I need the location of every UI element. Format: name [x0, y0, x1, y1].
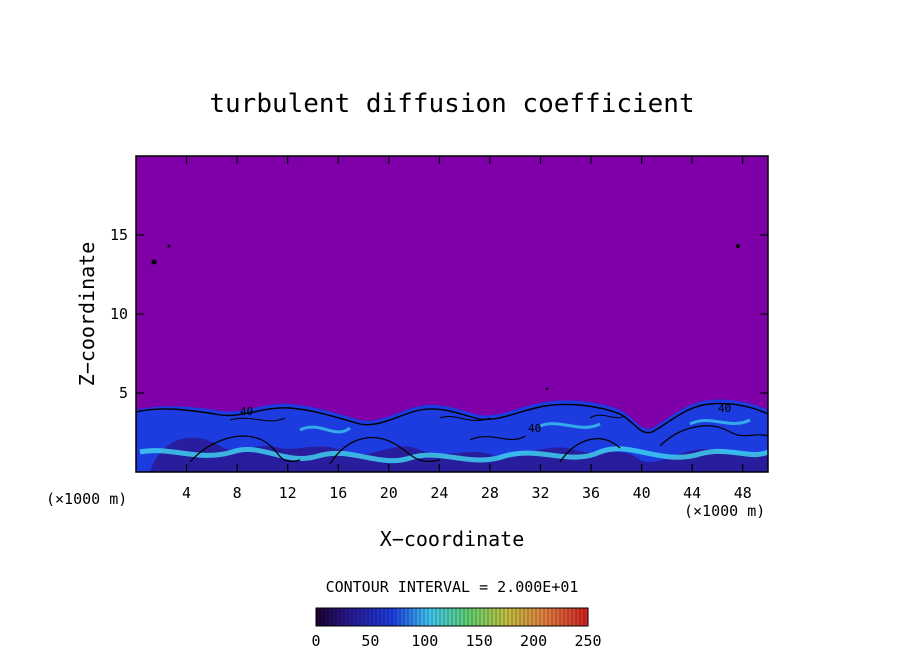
colorbar-frame: [315, 607, 589, 627]
y-tick-label: 15: [110, 226, 128, 244]
y-tick-label: 10: [110, 305, 128, 323]
colorbar-tick-label: 200: [520, 632, 547, 650]
y-tick-label: 5: [119, 384, 128, 402]
contour-inline-label: 40: [718, 402, 731, 415]
x-unit-left: (×1000 m): [46, 490, 127, 508]
y-axis: 5 10 15: [110, 226, 768, 402]
x-tick-label: 12: [279, 484, 297, 502]
colorbar-tick-label: 150: [466, 632, 493, 650]
cyan-band: [139, 446, 768, 464]
x-tick-label: 40: [633, 484, 651, 502]
x-tick-label: 20: [380, 484, 398, 502]
x-axis-label: X−coordinate: [380, 527, 525, 551]
cyan-streak: [299, 418, 751, 434]
x-tick-label: 8: [233, 484, 242, 502]
x-tick-label: 24: [430, 484, 448, 502]
contour-inline-label: 40: [528, 422, 541, 435]
x-tick-label: 16: [329, 484, 347, 502]
contour-line-b: [189, 425, 768, 465]
colorbar-stripes: [319, 608, 585, 626]
contour-line-c: [229, 414, 626, 422]
x-tick-label: 36: [582, 484, 600, 502]
turbulent-core: [150, 437, 768, 472]
colorbar-tick-label: 250: [574, 632, 601, 650]
contour-inline-label: 40: [240, 405, 253, 418]
x-tick-label: 28: [481, 484, 499, 502]
contour-spot: [545, 387, 549, 391]
contour-spot: [151, 259, 157, 265]
x-unit-right: (×1000 m): [684, 502, 765, 520]
contour-spot: [736, 244, 740, 248]
x-tick-label: 32: [531, 484, 549, 502]
turbulent-layer: [136, 244, 768, 472]
contour-interval-label: CONTOUR INTERVAL = 2.000E+01: [326, 578, 579, 596]
x-tick-label: 48: [734, 484, 752, 502]
x-tick-label: 4: [182, 484, 191, 502]
colorbar-ticks: 0 50 100 150 200 250: [311, 632, 601, 650]
plot-area: 40 40 40: [135, 155, 769, 473]
contour-line-a: [136, 402, 768, 434]
x-tick-label: 44: [683, 484, 701, 502]
colorbar-tick-label: 100: [411, 632, 438, 650]
contour-spot: [167, 244, 171, 248]
chart-title: turbulent diffusion coefficient: [209, 89, 694, 119]
y-axis-label: Z−coordinate: [75, 242, 99, 387]
colorbar: 0 50 100 150 200 250: [311, 607, 602, 650]
colorbar-tick-label: 50: [361, 632, 379, 650]
colorbar-tick-label: 0: [311, 632, 320, 650]
x-axis: 4 8 12 16 20 24 28 32 36 40 44 48: [182, 156, 752, 502]
